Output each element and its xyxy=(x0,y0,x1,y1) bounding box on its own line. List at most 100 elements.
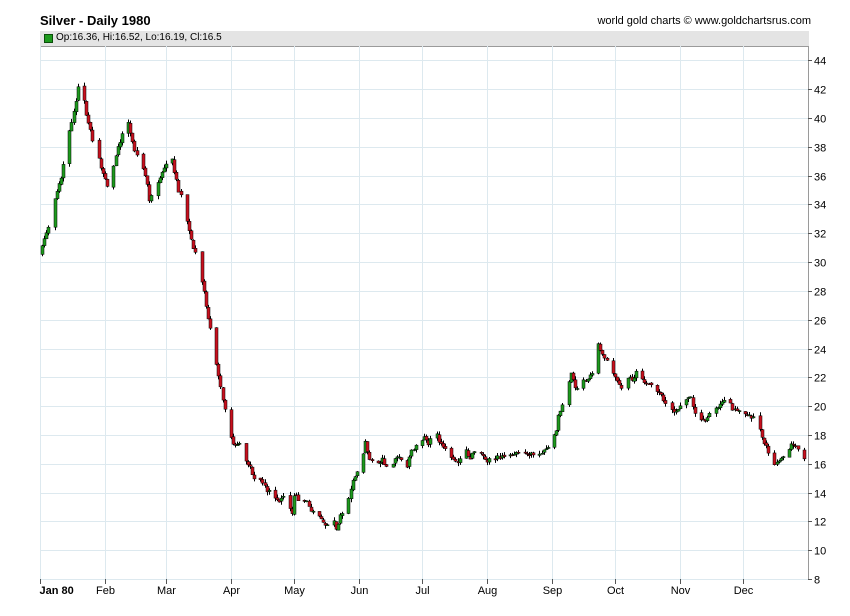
y-tick-label: 40 xyxy=(814,114,826,126)
candle xyxy=(61,161,66,182)
candle-body xyxy=(57,183,62,192)
candle xyxy=(787,448,792,458)
candle xyxy=(619,382,624,391)
y-tick-label: 28 xyxy=(814,287,826,299)
candle xyxy=(193,245,198,255)
candle xyxy=(663,397,668,407)
candle xyxy=(674,408,679,415)
candle xyxy=(346,497,351,515)
candle xyxy=(147,181,152,204)
candle xyxy=(206,304,211,320)
candle xyxy=(40,244,45,257)
candle-body xyxy=(338,514,343,524)
candle xyxy=(99,157,104,171)
candle xyxy=(542,449,547,455)
candle xyxy=(69,118,74,132)
candle-body xyxy=(560,404,565,413)
candle-body xyxy=(248,464,253,467)
candle xyxy=(588,372,593,380)
x-tick-label: Sep xyxy=(543,585,563,597)
candle xyxy=(160,171,165,181)
candle xyxy=(443,443,448,451)
candle xyxy=(701,415,706,421)
candle xyxy=(200,251,205,285)
candle-body xyxy=(263,482,268,486)
candle xyxy=(218,373,223,390)
candle xyxy=(187,218,192,235)
candle xyxy=(598,342,603,352)
candle xyxy=(267,488,272,495)
candle-body xyxy=(670,402,675,410)
candle-body xyxy=(428,438,433,445)
candle-body xyxy=(296,494,301,501)
candle-body xyxy=(204,291,209,307)
candle-body xyxy=(688,396,693,399)
candle-body xyxy=(781,456,786,458)
candle xyxy=(231,433,236,446)
candle-body xyxy=(191,239,196,249)
candle xyxy=(273,486,278,502)
candle xyxy=(67,129,72,167)
candle xyxy=(114,154,119,167)
candle-body xyxy=(449,447,454,458)
candle xyxy=(554,430,559,437)
y-axis: 8 10 12 14 16 18 20 22 24 26 28 30 32 34 36 38 40 42 44 xyxy=(808,56,826,587)
candle-body xyxy=(399,457,404,460)
candle xyxy=(311,509,316,515)
candle-body xyxy=(223,399,228,410)
candle-body xyxy=(481,454,486,457)
candle-body xyxy=(267,489,272,492)
candle-body xyxy=(82,85,87,101)
candle xyxy=(655,384,660,395)
candle xyxy=(382,455,387,466)
candle-body xyxy=(101,168,106,174)
candle xyxy=(399,457,404,462)
candle-body xyxy=(575,388,580,390)
candle xyxy=(693,403,698,417)
x-tick-label: Oct xyxy=(607,585,624,597)
candle xyxy=(575,386,580,391)
candle-body xyxy=(760,429,765,438)
candle-body xyxy=(325,524,330,526)
candle xyxy=(384,464,389,468)
candle xyxy=(275,494,280,501)
candle xyxy=(260,476,265,486)
candle-body xyxy=(407,456,412,467)
candle xyxy=(802,447,807,462)
candle xyxy=(46,225,51,236)
candle xyxy=(338,512,343,525)
y-tick-label: 20 xyxy=(814,402,826,414)
candle-body xyxy=(655,385,660,392)
candle-body xyxy=(176,180,181,193)
candle-body xyxy=(613,373,618,378)
candle-body xyxy=(353,476,358,481)
candle-body xyxy=(483,456,488,460)
candle-body xyxy=(69,122,74,132)
candle xyxy=(288,491,293,512)
x-tick-label: Jul xyxy=(415,585,429,597)
candles xyxy=(40,82,807,531)
candle-body xyxy=(678,405,683,409)
candle-body xyxy=(208,318,213,329)
candle-body xyxy=(502,454,507,457)
candle xyxy=(437,431,442,446)
y-tick-label: 12 xyxy=(814,517,826,529)
candle xyxy=(428,435,433,448)
candle-body xyxy=(279,497,284,502)
candle xyxy=(252,471,257,482)
candle-body xyxy=(663,400,668,404)
candle-body xyxy=(674,410,679,413)
candle xyxy=(777,459,782,464)
candle-body xyxy=(147,184,152,202)
candle xyxy=(72,108,77,125)
candle xyxy=(546,445,551,449)
candle xyxy=(325,523,330,526)
candle-body xyxy=(523,451,528,454)
candle xyxy=(244,443,249,465)
candle-body xyxy=(40,245,45,255)
candle-body xyxy=(707,413,712,417)
y-tick-label: 22 xyxy=(814,373,826,385)
y-tick-label: 30 xyxy=(814,258,826,270)
candle xyxy=(789,441,794,451)
candle xyxy=(684,399,689,409)
